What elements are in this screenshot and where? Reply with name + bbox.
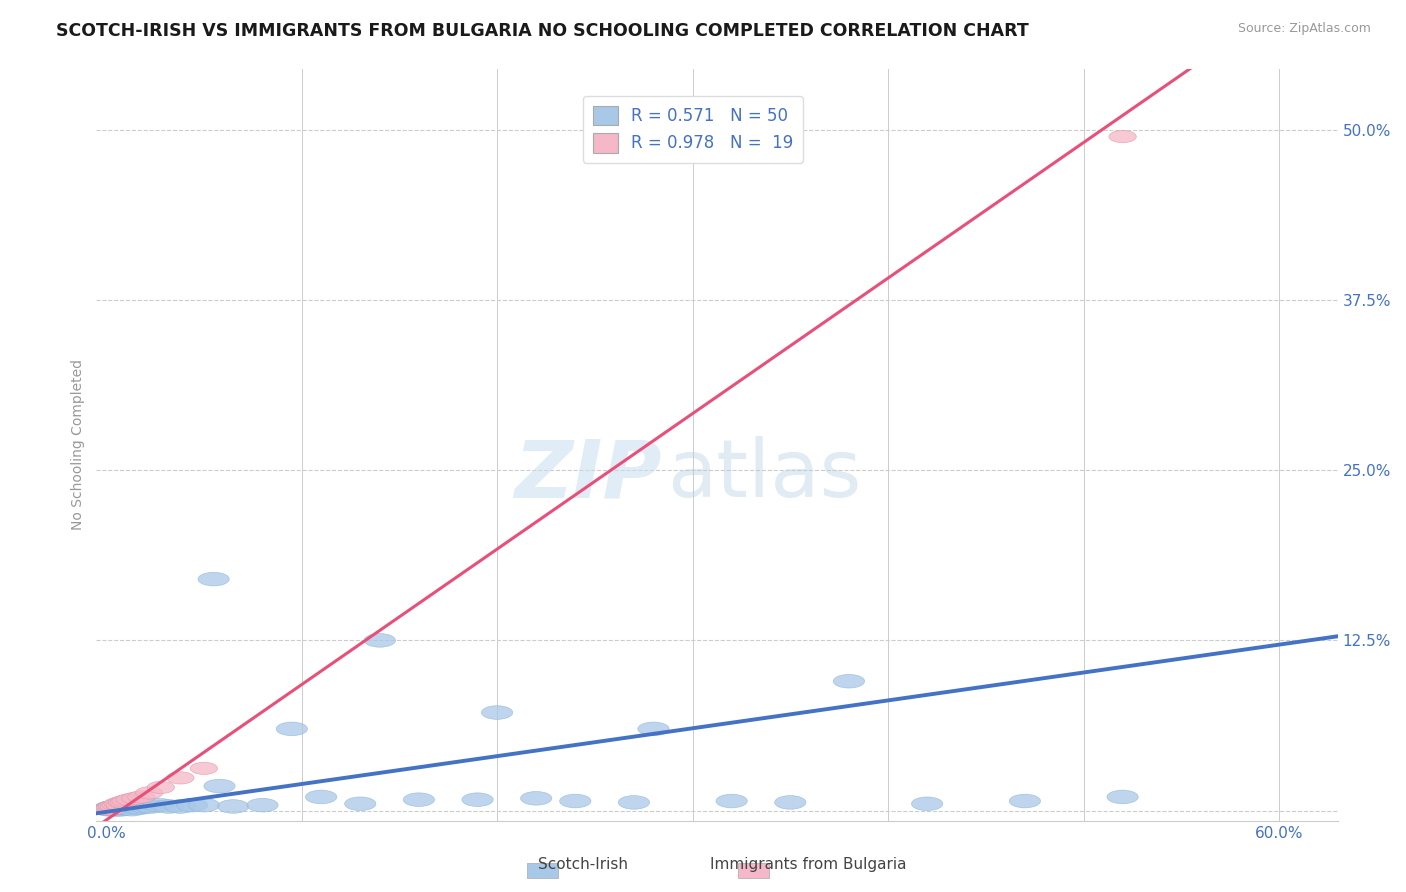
Ellipse shape — [112, 795, 139, 807]
Ellipse shape — [1109, 130, 1136, 143]
Ellipse shape — [97, 803, 128, 816]
Ellipse shape — [115, 803, 148, 816]
Legend: R = 0.571   N = 50, R = 0.978   N =  19: R = 0.571 N = 50, R = 0.978 N = 19 — [582, 95, 803, 162]
Text: Scotch-Irish: Scotch-Irish — [538, 857, 628, 872]
Ellipse shape — [114, 801, 145, 814]
Ellipse shape — [463, 793, 494, 806]
Ellipse shape — [128, 791, 155, 803]
Ellipse shape — [112, 799, 143, 814]
Ellipse shape — [120, 799, 150, 814]
Ellipse shape — [98, 801, 129, 814]
Ellipse shape — [104, 803, 135, 816]
Ellipse shape — [97, 802, 124, 814]
Ellipse shape — [98, 803, 125, 815]
Ellipse shape — [775, 796, 806, 809]
Text: SCOTCH-IRISH VS IMMIGRANTS FROM BULGARIA NO SCHOOLING COMPLETED CORRELATION CHAR: SCOTCH-IRISH VS IMMIGRANTS FROM BULGARIA… — [56, 22, 1029, 40]
Ellipse shape — [481, 706, 513, 719]
Ellipse shape — [276, 722, 308, 736]
Ellipse shape — [247, 798, 278, 812]
Ellipse shape — [135, 799, 167, 814]
Ellipse shape — [911, 797, 943, 811]
Ellipse shape — [148, 781, 174, 794]
Ellipse shape — [110, 797, 138, 808]
Ellipse shape — [143, 798, 174, 812]
Ellipse shape — [190, 763, 218, 774]
Ellipse shape — [103, 801, 134, 814]
Ellipse shape — [218, 799, 249, 814]
Ellipse shape — [364, 633, 395, 648]
Ellipse shape — [834, 674, 865, 688]
Text: Immigrants from Bulgaria: Immigrants from Bulgaria — [710, 857, 907, 872]
Ellipse shape — [177, 798, 208, 812]
Ellipse shape — [129, 799, 160, 814]
Text: ZIP: ZIP — [513, 436, 661, 514]
Ellipse shape — [124, 801, 155, 814]
Ellipse shape — [108, 801, 139, 814]
Ellipse shape — [105, 799, 134, 811]
Y-axis label: No Schooling Completed: No Schooling Completed — [72, 359, 86, 531]
Ellipse shape — [404, 793, 434, 806]
Ellipse shape — [115, 794, 143, 805]
Ellipse shape — [108, 797, 135, 808]
Ellipse shape — [104, 799, 135, 814]
Ellipse shape — [1010, 794, 1040, 808]
Ellipse shape — [122, 792, 149, 805]
Ellipse shape — [98, 800, 125, 813]
Ellipse shape — [105, 803, 138, 816]
Ellipse shape — [153, 799, 184, 814]
Ellipse shape — [105, 801, 138, 814]
Ellipse shape — [103, 799, 129, 811]
Ellipse shape — [619, 796, 650, 809]
Ellipse shape — [100, 803, 132, 816]
Ellipse shape — [305, 790, 337, 804]
Ellipse shape — [104, 797, 132, 810]
Ellipse shape — [94, 803, 122, 815]
Ellipse shape — [98, 803, 129, 816]
Text: atlas: atlas — [668, 436, 862, 514]
Ellipse shape — [110, 801, 142, 814]
Ellipse shape — [94, 803, 125, 816]
Ellipse shape — [167, 772, 194, 784]
Ellipse shape — [344, 797, 375, 811]
Ellipse shape — [165, 799, 195, 814]
Ellipse shape — [97, 801, 128, 814]
Ellipse shape — [520, 791, 551, 805]
Ellipse shape — [103, 803, 134, 816]
Ellipse shape — [1107, 790, 1139, 804]
Ellipse shape — [94, 801, 125, 814]
Ellipse shape — [204, 780, 235, 793]
Ellipse shape — [100, 800, 128, 813]
Ellipse shape — [100, 801, 132, 814]
Ellipse shape — [638, 722, 669, 736]
Ellipse shape — [560, 794, 591, 808]
Ellipse shape — [93, 803, 124, 816]
Ellipse shape — [198, 573, 229, 586]
Text: Source: ZipAtlas.com: Source: ZipAtlas.com — [1237, 22, 1371, 36]
Ellipse shape — [188, 798, 219, 812]
Ellipse shape — [135, 787, 163, 799]
Ellipse shape — [716, 794, 748, 808]
